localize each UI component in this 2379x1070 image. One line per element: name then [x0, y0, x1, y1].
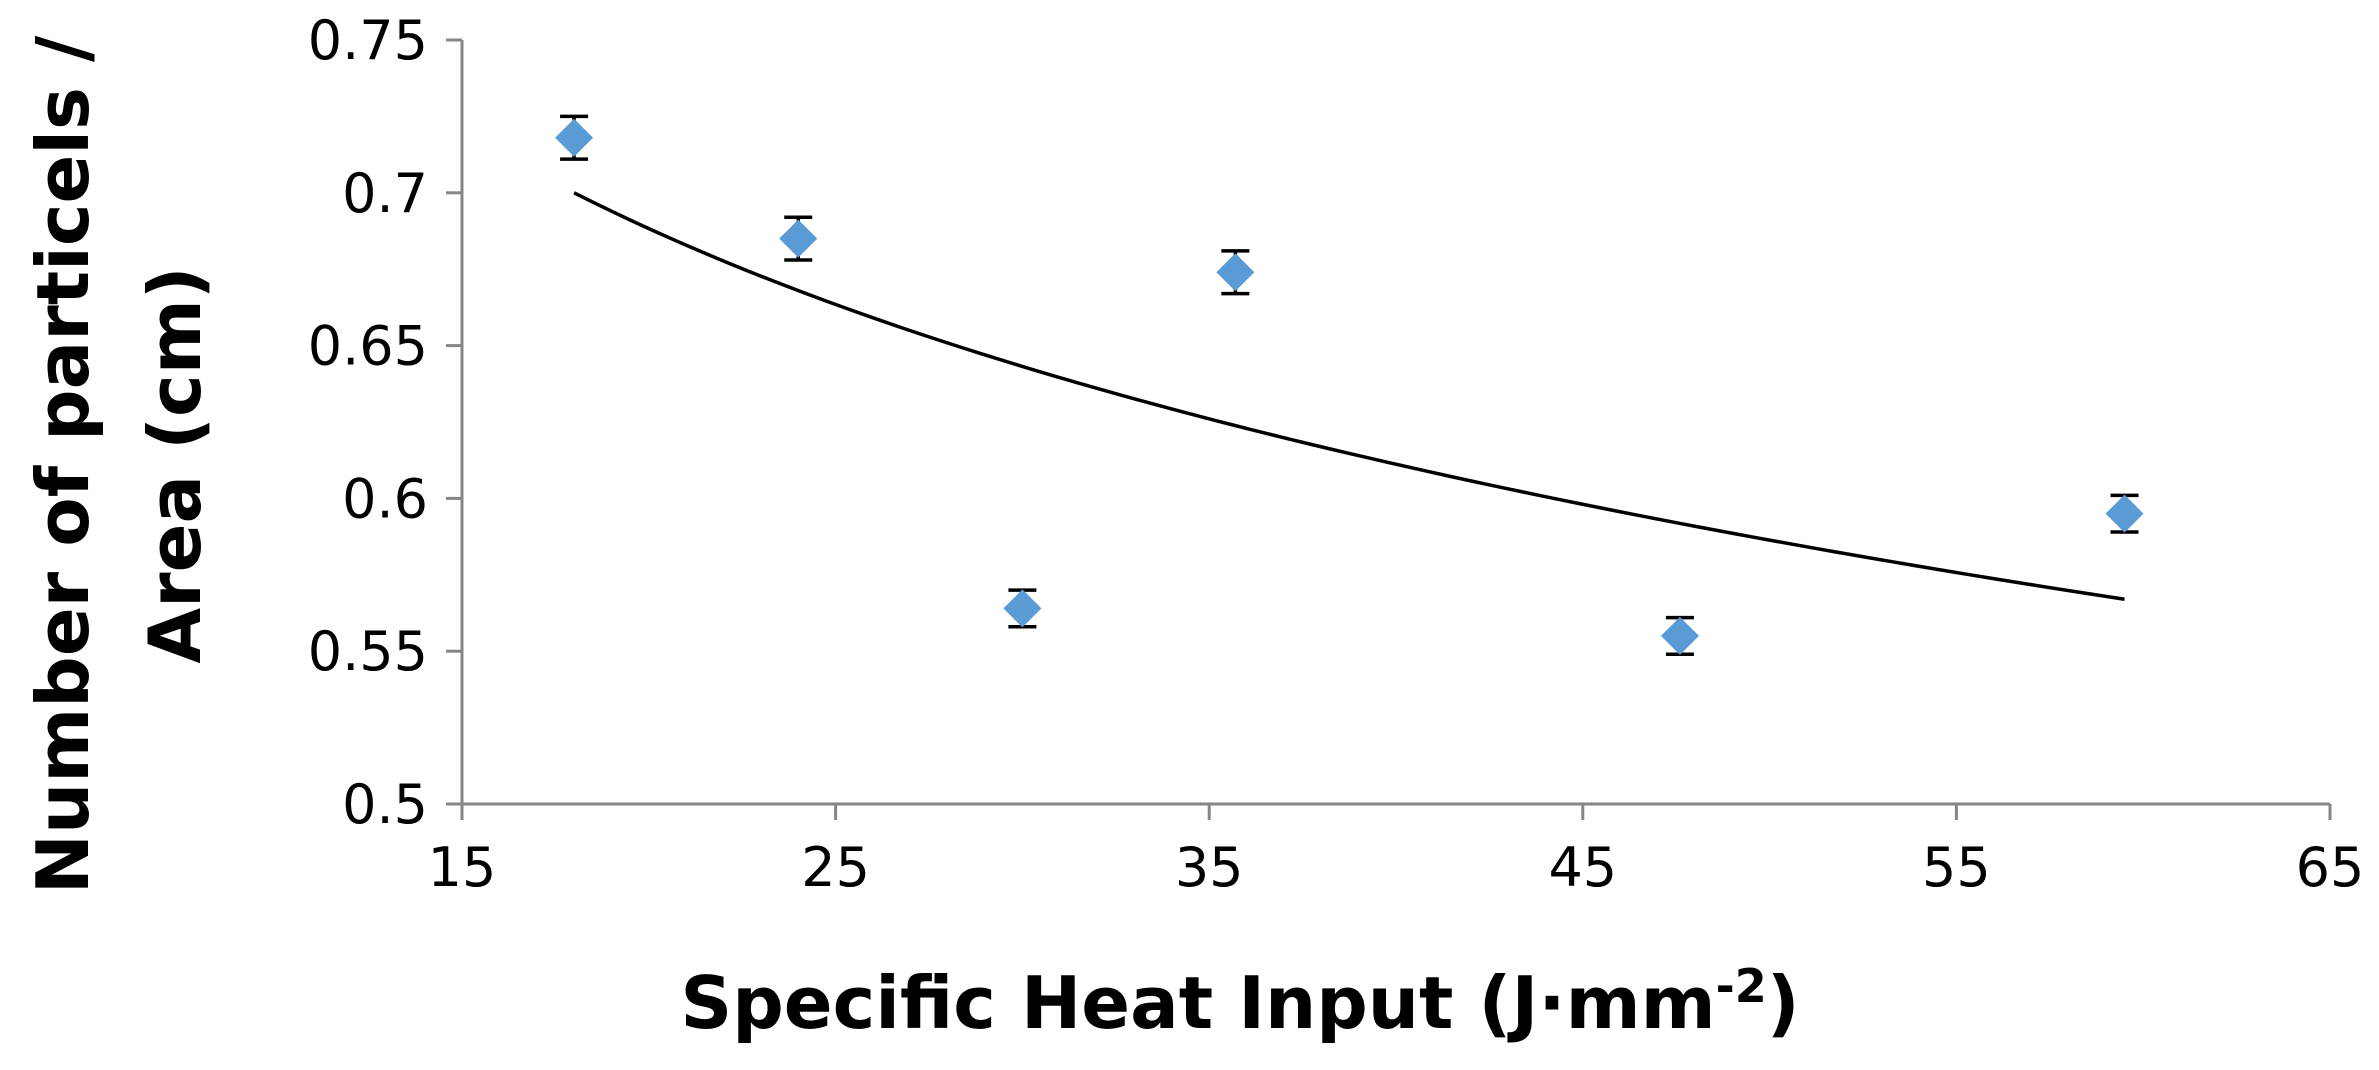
axes	[460, 40, 2330, 806]
data-point-diamond	[1660, 616, 1699, 655]
data-point-diamond	[1003, 589, 1042, 628]
y-tick-label: 0.65	[308, 315, 428, 378]
tick-labels: 0.5 0.55 0.6 0.65 0.7 0.75 15 25 35 45 55 65	[308, 9, 2365, 899]
data-point-diamond	[2105, 494, 2144, 533]
y-tick-label: 0.5	[342, 773, 428, 836]
trendline-group	[573, 191, 2125, 601]
tick-marks	[446, 38, 2332, 820]
x-tick-label: 55	[1922, 836, 1991, 899]
x-tick-label: 65	[2296, 836, 2365, 899]
data-point-diamond	[1216, 253, 1255, 292]
y-axis-title-line1: Number of particels /	[21, 35, 105, 894]
logarithmic-trendline	[573, 191, 2125, 601]
x-tick-label: 45	[1548, 836, 1617, 899]
data-points	[555, 118, 2144, 655]
x-tick-label: 15	[428, 836, 497, 899]
y-tick-label: 0.55	[308, 620, 428, 683]
x-axis-title: Specific Heat Input (J·mm-2)	[680, 959, 1799, 1045]
data-point-diamond	[779, 219, 818, 258]
y-tick-label: 0.75	[308, 9, 428, 72]
x-tick-label: 35	[1175, 836, 1244, 899]
y-axis-title-line2: Area (cm)	[133, 266, 217, 663]
y-tick-label: 0.7	[342, 162, 428, 225]
x-tick-label: 25	[801, 836, 870, 899]
error-bars	[560, 114, 2139, 657]
data-point-diamond	[555, 118, 594, 157]
y-axis-title-group: Number of particels / Area (cm)	[21, 35, 217, 894]
y-tick-label: 0.6	[342, 467, 428, 530]
